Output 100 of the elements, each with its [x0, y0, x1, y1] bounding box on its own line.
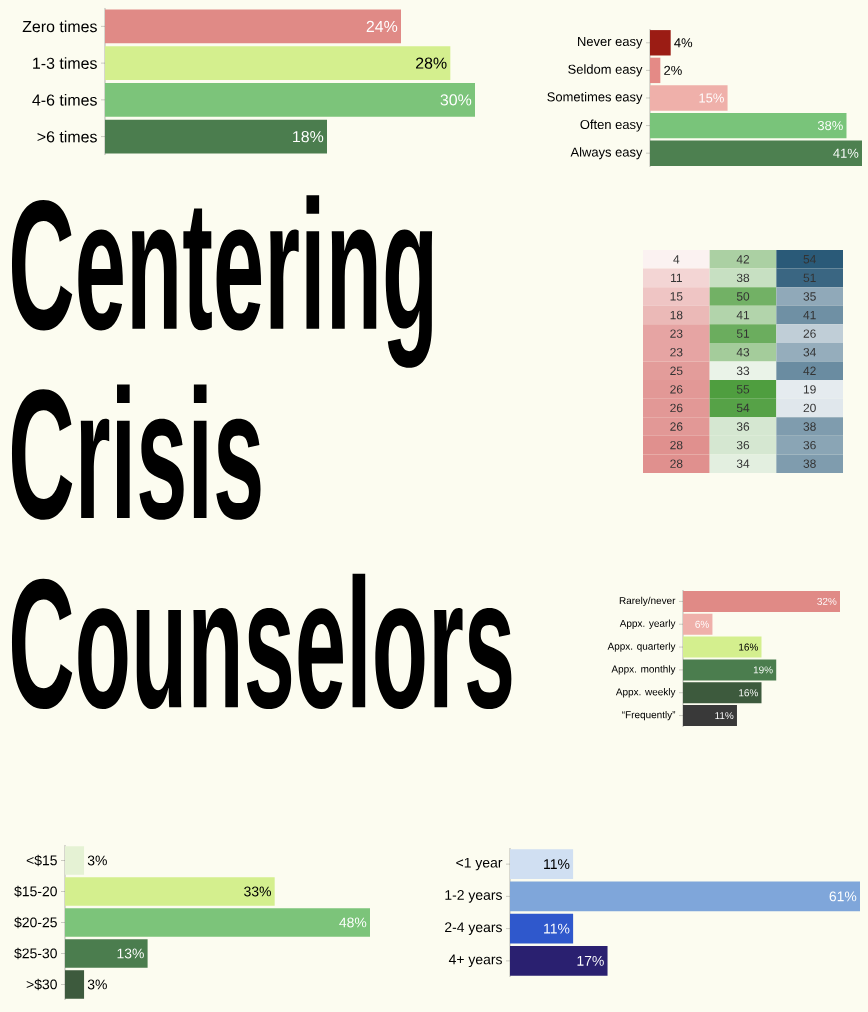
data-label: 11%	[544, 923, 570, 934]
data-label: 43	[736, 347, 750, 357]
data-label: 38	[736, 273, 750, 283]
data-label: 38%	[817, 121, 843, 131]
data-label: 25	[670, 366, 683, 376]
y-tick-label: >$30	[26, 978, 57, 991]
data-label: 17%	[577, 955, 604, 966]
data-label: 42	[736, 255, 750, 264]
data-label: 26	[670, 403, 683, 413]
data-label: 13%	[117, 948, 144, 959]
data-label: 6%	[695, 620, 709, 628]
data-label: 50	[736, 292, 750, 301]
y-tick-label: $15-20	[14, 885, 57, 898]
y-tick-label: <1 year	[456, 857, 503, 871]
data-label: 11	[671, 273, 682, 282]
y-tick-label: 4-6 times	[32, 94, 97, 106]
data-label: 24%	[366, 20, 398, 32]
data-label: 3%	[87, 979, 107, 990]
data-label: 41%	[833, 148, 859, 158]
y-tick-label: 2-4 years	[445, 922, 502, 935]
y-tick-label: “Frequently”	[622, 710, 676, 721]
data-label: 3%	[87, 855, 107, 866]
y-tick-label: $25-30	[14, 947, 57, 960]
bar	[650, 140, 862, 166]
data-label: 36	[803, 440, 816, 450]
data-label: 15%	[699, 93, 724, 103]
data-label: 34	[803, 347, 816, 357]
bar	[683, 682, 762, 704]
data-label: 51	[803, 273, 816, 283]
data-label: 48%	[339, 917, 367, 928]
data-label: 33%	[244, 886, 271, 897]
y-tick-label: Seldom easy	[568, 64, 643, 77]
data-label: 41	[803, 310, 816, 320]
bar	[105, 82, 475, 117]
y-tick-label: Appx. weekly	[615, 688, 676, 698]
y-tick-label: Appx. monthly	[611, 665, 676, 675]
bar	[683, 636, 762, 658]
data-label: 41	[736, 310, 750, 320]
data-label: 26	[670, 385, 683, 394]
y-tick-label: 1-2 years	[445, 890, 502, 903]
y-tick-label: Often easy	[580, 119, 643, 132]
data-label: 32%	[817, 597, 837, 605]
bar	[105, 46, 451, 81]
bar	[65, 846, 85, 875]
data-label: 18%	[293, 130, 324, 143]
bar	[650, 57, 661, 84]
data-label: 16%	[739, 643, 758, 651]
data-label: 15	[670, 292, 683, 301]
data-label: 28%	[416, 57, 447, 69]
data-label: 61%	[829, 891, 857, 902]
data-label: 23	[670, 347, 683, 357]
data-label: 51	[736, 329, 750, 338]
data-label: 18	[670, 310, 683, 320]
bar	[105, 119, 327, 154]
data-label: 38	[803, 422, 816, 431]
data-label: 4	[673, 255, 680, 264]
data-label: 55	[736, 385, 750, 394]
data-label: 19%	[753, 666, 773, 674]
y-tick-label: Rarely/never	[619, 596, 676, 607]
data-label: 28	[670, 459, 683, 468]
y-tick-label: Appx. yearly	[619, 619, 676, 629]
y-tick-label: <$15	[26, 854, 57, 867]
data-label: 33	[736, 366, 750, 376]
bar	[65, 939, 148, 968]
bar	[650, 85, 728, 111]
bar	[683, 590, 840, 612]
data-label: 11%	[544, 859, 570, 869]
data-label: 54	[736, 403, 750, 413]
data-label: 35	[803, 292, 816, 301]
data-label: 36	[736, 422, 750, 431]
y-tick-label: 4+ years	[448, 954, 502, 968]
data-label: 30%	[440, 94, 472, 106]
data-label: 26	[670, 422, 683, 431]
bar	[65, 908, 370, 937]
data-label: 4%	[674, 38, 693, 48]
bar	[65, 970, 85, 999]
data-label: 26	[803, 329, 816, 338]
y-tick-label: Zero times	[22, 20, 97, 33]
data-label: 54	[803, 255, 816, 264]
data-label: 34	[736, 459, 750, 468]
y-tick-label: Sometimes easy	[547, 91, 643, 105]
data-label: 16%	[739, 689, 758, 697]
data-label: 19	[803, 385, 816, 394]
data-label: 38	[803, 459, 816, 468]
text: Centering Crisis Counselors	[11, 195, 512, 710]
data-label: 2%	[664, 65, 682, 75]
bar	[105, 9, 401, 44]
bar	[683, 613, 713, 635]
data-label: 42	[803, 366, 816, 375]
data-label: 28	[670, 440, 683, 450]
y-tick-label: Always easy	[570, 147, 643, 160]
bar	[650, 30, 671, 56]
y-tick-label: Appx. quarterly	[607, 642, 676, 652]
data-label: 11%	[715, 712, 734, 720]
y-tick-label: $20-25	[14, 916, 57, 929]
y-tick-label: Never easy	[578, 36, 643, 49]
bar	[683, 705, 737, 727]
data-label: 36	[736, 440, 750, 450]
bar	[683, 659, 777, 681]
data-label: 23	[670, 329, 683, 338]
